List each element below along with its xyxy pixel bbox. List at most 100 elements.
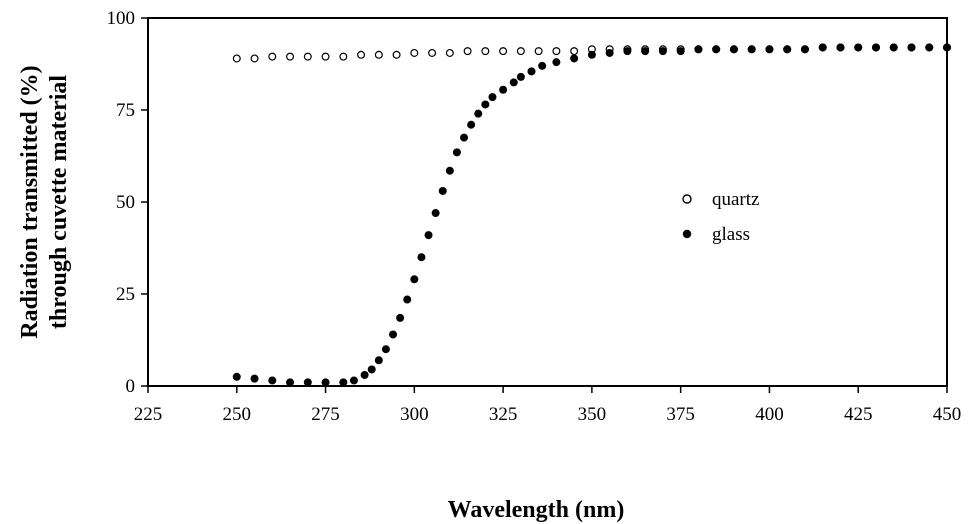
glass-point [623, 47, 632, 56]
glass-point [712, 45, 721, 54]
glass-point [321, 378, 330, 387]
x-tick-label: 350 [578, 404, 607, 425]
glass-point [538, 61, 547, 70]
y-tick-label: 100 [107, 8, 136, 29]
glass-point [676, 47, 685, 56]
glass-point [889, 43, 898, 52]
glass-point [396, 313, 405, 322]
glass-point [232, 372, 241, 381]
glass-point [587, 50, 596, 59]
glass-point [389, 330, 398, 339]
glass-point [818, 43, 827, 52]
glass-point [552, 58, 561, 67]
quartz-point [232, 54, 241, 63]
quartz-point [534, 47, 543, 56]
quartz-point [357, 50, 366, 59]
glass-point [871, 43, 880, 52]
y-axis-title-line2: through cuvette material [46, 75, 72, 330]
y-tick-label: 75 [116, 100, 135, 121]
quartz-point [481, 47, 490, 56]
glass-point [729, 45, 738, 54]
glass-point [424, 231, 433, 240]
x-axis-ticks: 225 250 275 300 325 350 375 400 425 450 [134, 386, 962, 425]
legend-marker-quartz [682, 194, 692, 204]
quartz-point [463, 47, 472, 56]
plot-frame [147, 17, 948, 387]
glass-point [339, 378, 348, 387]
glass-point [925, 43, 934, 52]
glass-point [381, 345, 390, 354]
quartz-point [374, 50, 383, 59]
glass-point [765, 45, 774, 54]
quartz-point [286, 52, 295, 61]
quartz-point [552, 47, 561, 56]
y-axis-title-line1: Radiation transmitted (%) [17, 65, 43, 338]
glass-point [268, 376, 277, 385]
quartz-point [303, 52, 312, 61]
glass-point [367, 365, 376, 374]
glass-point [467, 120, 476, 129]
legend-marker-glass [682, 229, 692, 239]
legend-label-glass: glass [712, 224, 750, 245]
glass-point [410, 275, 419, 284]
legend-label-quartz: quartz [712, 189, 759, 210]
glass-point [943, 43, 951, 52]
quartz-point [321, 52, 330, 61]
glass-point [694, 45, 703, 54]
x-tick-label: 375 [666, 404, 695, 425]
quartz-point [428, 48, 437, 57]
quartz-point [570, 47, 579, 56]
quartz-point [516, 47, 525, 56]
x-tick-label: 250 [223, 404, 252, 425]
glass-point [854, 43, 863, 52]
series-glass [232, 43, 951, 387]
glass-point [907, 43, 916, 52]
quartz-point [392, 50, 401, 59]
quartz-point [445, 48, 454, 57]
glass-point [360, 370, 369, 379]
x-tick-label: 425 [844, 404, 873, 425]
glass-point [641, 47, 650, 56]
glass-point [836, 43, 845, 52]
glass-point [431, 209, 440, 218]
glass-point [452, 148, 461, 157]
y-tick-label: 50 [116, 192, 135, 213]
x-tick-label: 400 [755, 404, 784, 425]
glass-point [286, 378, 295, 387]
glass-point [783, 45, 792, 54]
x-tick-label: 325 [489, 404, 518, 425]
glass-point [250, 374, 259, 383]
glass-point [570, 54, 579, 63]
quartz-point [339, 52, 348, 61]
glass-point [527, 67, 536, 76]
quartz-point [410, 48, 419, 57]
x-tick-label: 225 [134, 404, 163, 425]
glass-point [499, 85, 508, 94]
quartz-point [268, 52, 277, 61]
legend: quartz glass [682, 189, 759, 245]
glass-point [658, 47, 667, 56]
quartz-point [250, 54, 259, 63]
glass-point [605, 48, 614, 57]
glass-point [445, 166, 454, 175]
glass-point [460, 133, 469, 142]
glass-point [374, 356, 383, 365]
glass-point [800, 45, 809, 54]
glass-point [747, 45, 756, 54]
glass-point [303, 378, 312, 387]
glass-point [349, 376, 358, 385]
glass-point [403, 295, 412, 304]
x-tick-label: 300 [400, 404, 429, 425]
quartz-point [499, 47, 508, 56]
glass-point [481, 100, 490, 109]
x-tick-label: 450 [933, 404, 962, 425]
y-tick-label: 0 [126, 376, 136, 397]
glass-point [516, 72, 525, 81]
y-axis-ticks: 0 25 50 75 100 [107, 8, 148, 397]
glass-point [474, 109, 483, 118]
glass-point [488, 93, 497, 102]
glass-point [509, 78, 518, 87]
glass-point [438, 186, 447, 195]
y-tick-label: 25 [116, 284, 135, 305]
